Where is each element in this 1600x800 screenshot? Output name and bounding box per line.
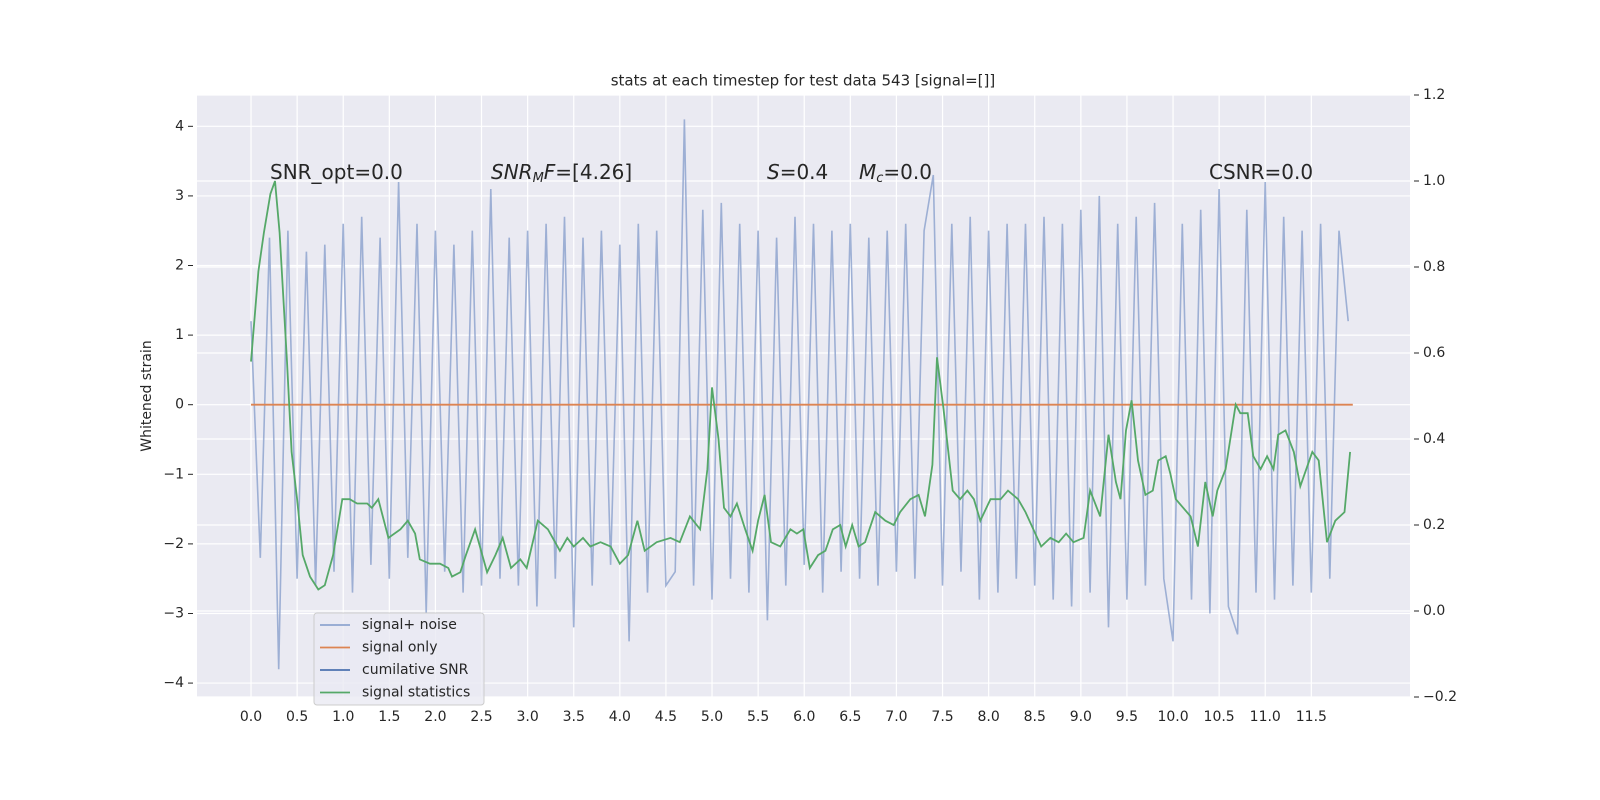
annotation-part: =0.0 [883,160,932,184]
annotation: SNR_opt=0.0 [270,160,403,184]
y-tick-label: 1 [175,327,184,343]
y-axis-label: Whitened strain [139,340,155,451]
y-tick-label: 2 [175,258,184,274]
series-line [250,119,1349,670]
annotation: S=0.4 [767,160,828,184]
y-tick-label: −4 [163,675,184,691]
annotation-part: =0.4 [780,160,829,184]
annotation-part: =[4.26] [555,160,632,184]
x-tick-label: 1.5 [378,709,400,725]
x-tick-label: 2.5 [470,709,492,725]
y-tick-label: 0 [175,397,184,413]
y-tick-label: 4 [175,118,184,134]
annotation-part: M [859,160,876,184]
legend-label: cumilative SNR [362,662,469,678]
legend-box [313,612,485,706]
y2-tick-label: −0.2 [1423,689,1457,705]
legend-label: signal statistics [362,685,470,701]
x-tick-label: 7.5 [931,709,953,725]
annotation: CSNR=0.0 [1209,160,1313,184]
legend-label: signal only [362,640,437,656]
annotation: Mc=0.0 [859,160,932,186]
legend-label: signal+ noise [362,617,457,633]
y2-tick-label: 0.8 [1423,259,1445,275]
x-tick-label: 6.5 [839,709,861,725]
y-tick-label: 3 [175,188,184,204]
x-tick-label: 8.0 [978,709,1000,725]
annotation-part: F [544,160,556,184]
x-tick-label: 9.0 [1070,709,1092,725]
y2-tick-label: 0.6 [1423,345,1445,361]
x-tick-label: 3.5 [563,709,585,725]
x-tick-label: 0.5 [286,709,308,725]
series-line [250,180,1351,591]
y2-tick-label: 1.0 [1423,173,1445,189]
y2-tick-label: 0.0 [1423,603,1445,619]
x-tick-label: 3.0 [517,709,539,725]
annotation-part: M [533,171,544,186]
annotation-part: SNR_opt=0.0 [270,160,403,184]
chart-title: stats at each timestep for test data 543… [611,72,996,90]
y-tick-label: −3 [163,605,184,621]
y2-tick-label: 0.2 [1423,517,1445,533]
x-tick-label: 4.0 [609,709,631,725]
x-tick-label: 10.0 [1157,709,1188,725]
x-tick-label: 8.5 [1024,709,1046,725]
y-tick-label: −2 [163,536,184,552]
x-tick-label: 6.0 [793,709,815,725]
y2-tick-label: 0.4 [1423,431,1445,447]
x-tick-label: 10.5 [1204,709,1235,725]
x-tick-label: 11.5 [1296,709,1327,725]
x-tick-label: 9.5 [1116,709,1138,725]
x-tick-label: 2.0 [424,709,446,725]
x-tick-label: 7.0 [885,709,907,725]
annotation-part: SNR [491,160,533,184]
x-tick-label: 4.5 [655,709,677,725]
annotation-part: S [767,160,780,184]
x-tick-label: 11.0 [1250,709,1281,725]
x-tick-label: 5.0 [701,709,723,725]
y2-tick-label: 1.2 [1423,87,1445,103]
x-tick-label: 0.0 [240,709,262,725]
x-tick-label: 1.0 [332,709,354,725]
annotation-part: CSNR=0.0 [1209,160,1313,184]
annotation: SNRMF=[4.26] [491,160,632,186]
y-tick-label: −1 [163,466,184,482]
x-tick-label: 5.5 [747,709,769,725]
annotation-part: c [876,171,883,186]
